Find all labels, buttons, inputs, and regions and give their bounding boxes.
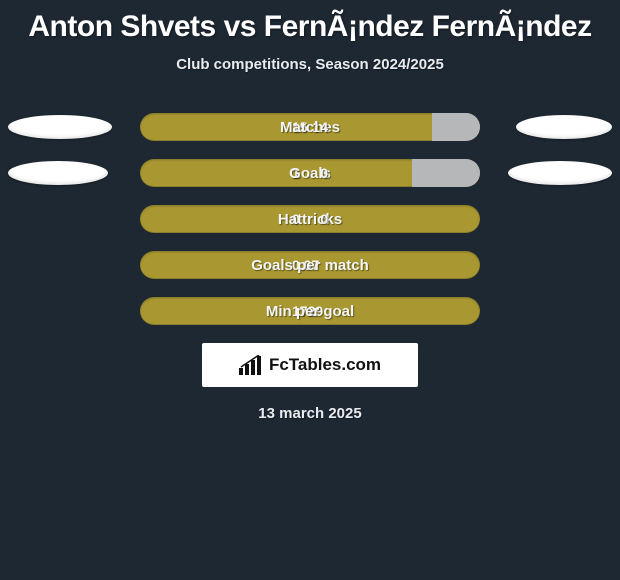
right-ellipse <box>508 161 612 185</box>
left-value: 0.07 <box>292 251 319 279</box>
right-ellipse <box>516 115 612 139</box>
subtitle: Club competitions, Season 2024/2025 <box>0 56 620 73</box>
logo-bars-icon <box>239 355 265 375</box>
stat-label: Hattricks <box>140 205 480 233</box>
stat-label: Matches <box>140 113 480 141</box>
left-value: 15 <box>292 113 308 141</box>
left-ellipse <box>8 115 112 139</box>
logo-text: FcTables.com <box>269 355 381 375</box>
left-value: 1 <box>292 159 300 187</box>
bar-track: 0.07 Goals per match <box>140 251 480 279</box>
logo-brand: FcTables <box>269 355 341 374</box>
date-label: 13 march 2025 <box>0 405 620 422</box>
bar-track: 15 Matches 14 <box>140 113 480 141</box>
bar-right-segment <box>432 113 480 141</box>
stat-row: 15 Matches 14 <box>0 113 620 141</box>
stat-row: 1729 Min per goal <box>0 297 620 325</box>
right-value: 0 <box>320 205 328 233</box>
stat-row: 0.07 Goals per match <box>0 251 620 279</box>
left-ellipse <box>8 161 108 185</box>
bar-right-segment <box>412 159 480 187</box>
fctables-logo: FcTables.com <box>202 343 418 387</box>
left-value: 0 <box>292 205 300 233</box>
page-title: Anton Shvets vs FernÃ¡ndez FernÃ¡ndez <box>0 0 620 44</box>
stat-row: 1 Goals 0 <box>0 159 620 187</box>
logo-suffix: .com <box>341 355 381 374</box>
right-value: 14 <box>312 113 328 141</box>
comparison-rows: 15 Matches 14 1 Goals 0 0 Hattricks 0 0.… <box>0 113 620 325</box>
bar-track: 0 Hattricks 0 <box>140 205 480 233</box>
bar-track: 1729 Min per goal <box>140 297 480 325</box>
right-value: 0 <box>320 159 328 187</box>
bar-track: 1 Goals 0 <box>140 159 480 187</box>
stat-row: 0 Hattricks 0 <box>0 205 620 233</box>
left-value: 1729 <box>292 297 323 325</box>
